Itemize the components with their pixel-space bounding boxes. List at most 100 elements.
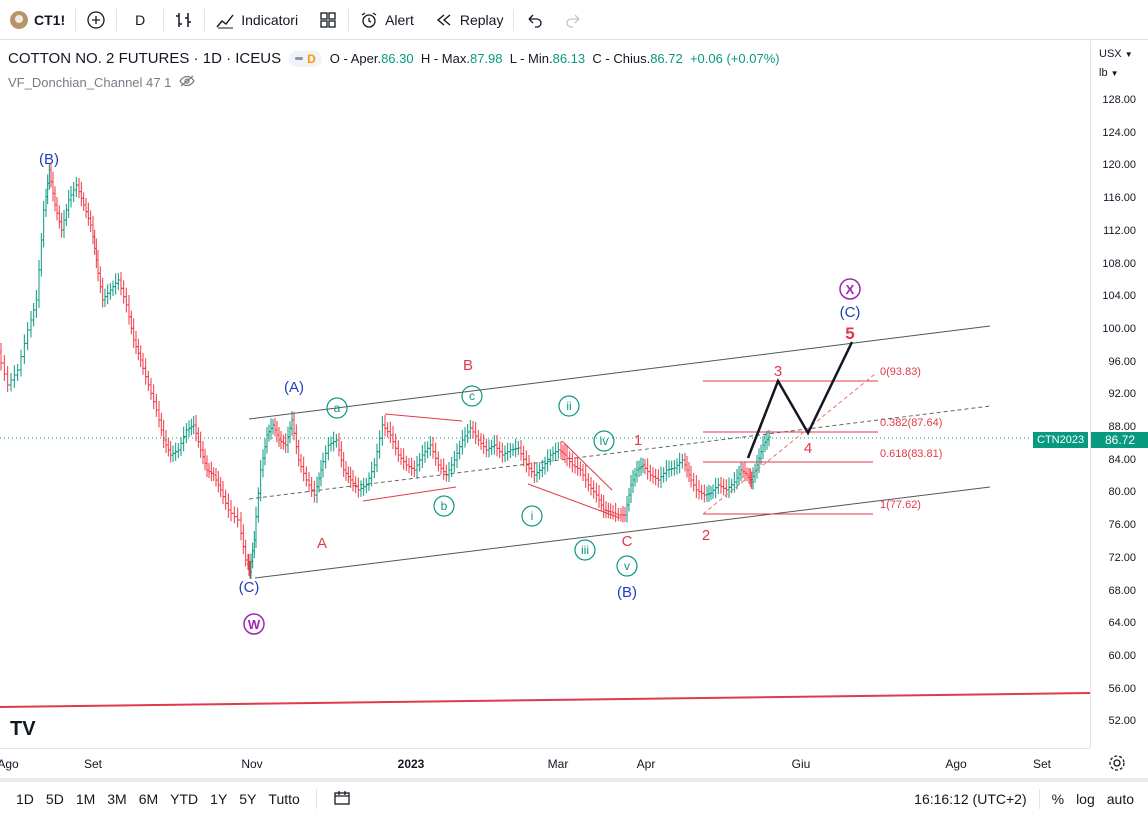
toolbar-divider (513, 8, 515, 31)
currency-selector[interactable]: USX ▼ (1099, 48, 1133, 60)
wave-label-c: c (469, 389, 475, 403)
price-tick-label: 128.00 (1102, 94, 1136, 106)
chart-type-button[interactable] (164, 0, 204, 40)
wedge-line (362, 486, 457, 502)
time-label: Apr (636, 757, 656, 771)
time-axis[interactable]: Ago Set Nov 2023 Mar Apr Giu Ago Set (0, 748, 1090, 776)
wave-X-circle (839, 278, 861, 300)
wave-label-iii-circle (574, 539, 596, 561)
wave-label-i-circle (521, 505, 543, 527)
time-label: Nov (241, 757, 263, 771)
price-tick-label: 64.00 (1108, 617, 1136, 630)
alarm-clock-icon (359, 10, 379, 30)
layouts-button[interactable] (308, 0, 348, 40)
chart-legend: COTTON NO. 2 FUTURES · 1D · ICEUS D O - … (8, 50, 780, 67)
range-1m-button[interactable]: 1M (75, 791, 96, 807)
indicators-label: Indicatori (241, 11, 299, 28)
fib-0-label: 0(93.83) (880, 366, 921, 378)
price-axis[interactable]: USX ▼ lb ▼ 128.00 124.00 120.00 116.00 112.0… (1090, 41, 1148, 748)
symbol-search-button[interactable]: CT1! (0, 0, 75, 40)
wave-label-a: a (334, 401, 341, 415)
high-value: 87.98 (469, 51, 503, 66)
wave-label-i: i (531, 509, 534, 523)
time-label: Giu (791, 757, 811, 771)
wave-label-5: 5 (845, 324, 854, 343)
wave-W-circle (243, 613, 265, 635)
unit-label: lb (1099, 67, 1108, 79)
bottom-right-controls: 16:16:12 (UTC+2) % log auto (914, 789, 1148, 809)
replay-button[interactable]: Replay (424, 0, 514, 40)
symbol-title: COTTON NO. 2 FUTURES · 1D · ICEUS (8, 50, 282, 67)
channel-lower-line (254, 486, 991, 579)
range-6m-button[interactable]: 6M (138, 791, 159, 807)
wave-label-W: W (248, 617, 261, 632)
range-ytd-button[interactable]: YTD (170, 791, 199, 807)
clock-timezone[interactable]: 16:16:12 (UTC+2) (914, 791, 1027, 807)
wave-label-B-upper: (B) (39, 151, 59, 168)
wave-label-C-lower: (C) (239, 579, 260, 596)
projection-path (746, 341, 854, 459)
price-tick-label: 52.00 (1108, 715, 1136, 728)
wave-label-iv-circle (593, 430, 615, 452)
indicator-legend[interactable]: VF_Donchian_Channel 47 1 (8, 75, 196, 90)
tradingview-logo-icon: TV (10, 718, 36, 740)
log-toggle[interactable]: log (1076, 791, 1095, 807)
price-tick-label: 76.00 (1108, 519, 1136, 532)
range-3m-button[interactable]: 3M (107, 791, 127, 807)
range-all-button[interactable]: Tutto (268, 791, 300, 807)
toolbar-divider (163, 8, 165, 31)
time-label: Ago (945, 757, 967, 771)
price-tick-label: 72.00 (1108, 551, 1136, 564)
redo-button[interactable] (554, 0, 594, 40)
price-tick-label: 56.00 (1108, 682, 1136, 695)
settings-gear-icon[interactable] (1108, 754, 1126, 777)
toolbar-divider (204, 8, 206, 31)
calendar-icon[interactable] (327, 790, 357, 809)
fib-diagonal-line (702, 373, 876, 515)
chart-canvas: (B)(A)(C)WABCabciiiiiiivv(B)12345(C)X0(9… (0, 151, 1090, 740)
market-status-pill[interactable]: D (289, 50, 322, 67)
fib-1-label: 1(77.62) (880, 499, 921, 511)
range-1d-button[interactable]: 1D (16, 791, 34, 807)
wave-label-X: X (846, 282, 855, 297)
fib-382-label: 0.382(87.64) (880, 417, 942, 429)
delayed-badge: D (307, 51, 316, 66)
percent-toggle[interactable]: % (1051, 791, 1065, 807)
change-value: +0.06 (+0.07%) (689, 51, 780, 66)
range-1y-button[interactable]: 1Y (210, 791, 228, 807)
time-label: 2023 (397, 757, 425, 771)
range-5y-button[interactable]: 5Y (239, 791, 257, 807)
support-line (0, 692, 1090, 708)
wedge-line (561, 440, 613, 491)
price-tick-label: 68.00 (1108, 584, 1136, 597)
chevron-down-icon: ▼ (1124, 50, 1133, 59)
interval-button[interactable]: D (117, 0, 163, 40)
price-tick-label: 92.00 (1108, 388, 1136, 401)
dash-icon (295, 57, 304, 60)
rewind-icon (434, 10, 454, 30)
redo-icon (564, 10, 584, 30)
indicator-name: VF_Donchian_Channel 47 1 (8, 75, 172, 90)
open-value: 86.30 (381, 51, 414, 66)
wave-label-C-red: C (622, 533, 633, 550)
wave-label-A-upper: (A) (284, 379, 304, 396)
undo-button[interactable] (514, 0, 554, 40)
wave-label-1: 1 (634, 432, 642, 449)
wave-label-C-target: (C) (840, 304, 861, 321)
auto-toggle[interactable]: auto (1106, 791, 1134, 807)
wedge-line (384, 413, 463, 422)
eye-crossed-icon[interactable] (179, 75, 196, 90)
wave-label-iv: iv (600, 434, 609, 448)
wave-label-a-circle (326, 397, 348, 419)
indicators-button[interactable]: Indicatori (205, 0, 308, 40)
compare-add-button[interactable] (76, 0, 116, 40)
wave-label-b: b (441, 499, 448, 513)
undo-icon (524, 10, 544, 30)
range-5d-button[interactable]: 5D (45, 791, 64, 807)
top-toolbar: CT1! D Indicatori (0, 0, 1148, 40)
alert-button[interactable]: Alert (349, 0, 424, 40)
wave-label-iii: iii (581, 543, 589, 557)
unit-selector[interactable]: lb ▼ (1099, 67, 1119, 79)
wave-label-B-red: B (463, 357, 473, 374)
